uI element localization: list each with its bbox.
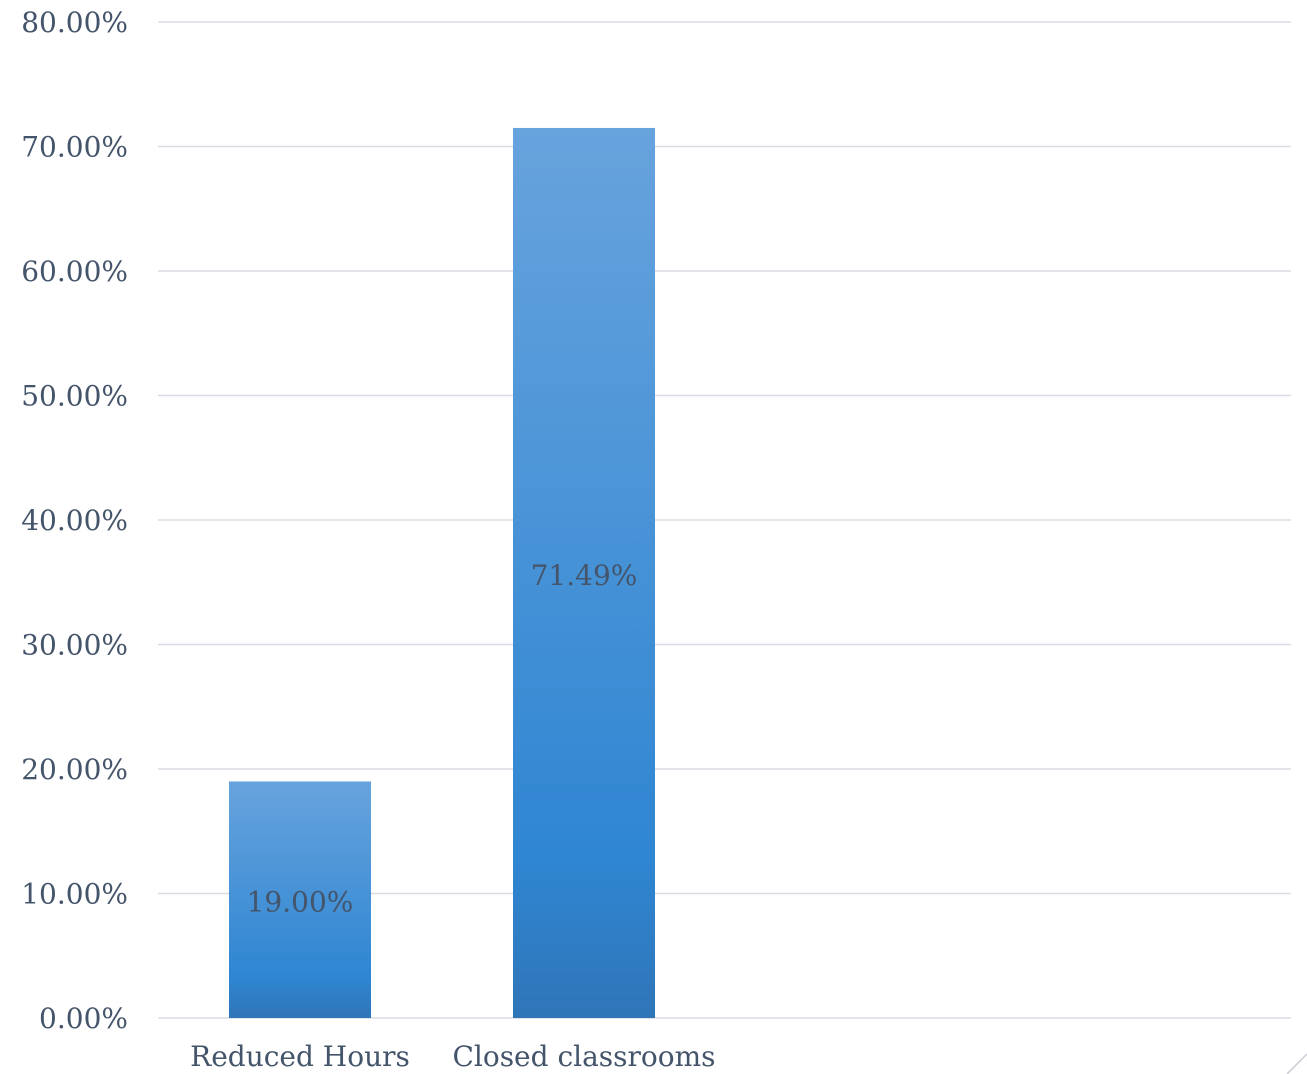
y-tick-label: 70.00% [21,131,128,164]
y-tick-label: 50.00% [21,380,128,413]
bars [229,127,655,1018]
corner-mark [1286,1053,1307,1074]
bar-closed-classrooms [513,127,655,1018]
y-tick-label: 40.00% [21,504,128,537]
data-label: 71.49% [531,559,638,592]
category-label: Closed classrooms [452,1040,715,1073]
data-label: 19.00% [247,886,354,919]
category-label: Reduced Hours [190,1040,410,1073]
y-tick-label: 20.00% [21,753,128,786]
bar-reduced-hours [229,781,371,1018]
y-tick-label: 30.00% [21,629,128,662]
y-axis-tick-labels: 0.00% 10.00% 20.00% 30.00% 40.00% 50.00% 60.00… [21,6,128,1035]
y-tick-label: 80.00% [21,6,128,39]
data-labels: 19.00% 71.49% [247,559,638,919]
y-tick-label: 60.00% [21,255,128,288]
y-tick-label: 0.00% [39,1002,128,1035]
y-tick-label: 10.00% [21,878,128,911]
x-axis-category-labels: Reduced Hours Closed classrooms [190,1040,715,1073]
